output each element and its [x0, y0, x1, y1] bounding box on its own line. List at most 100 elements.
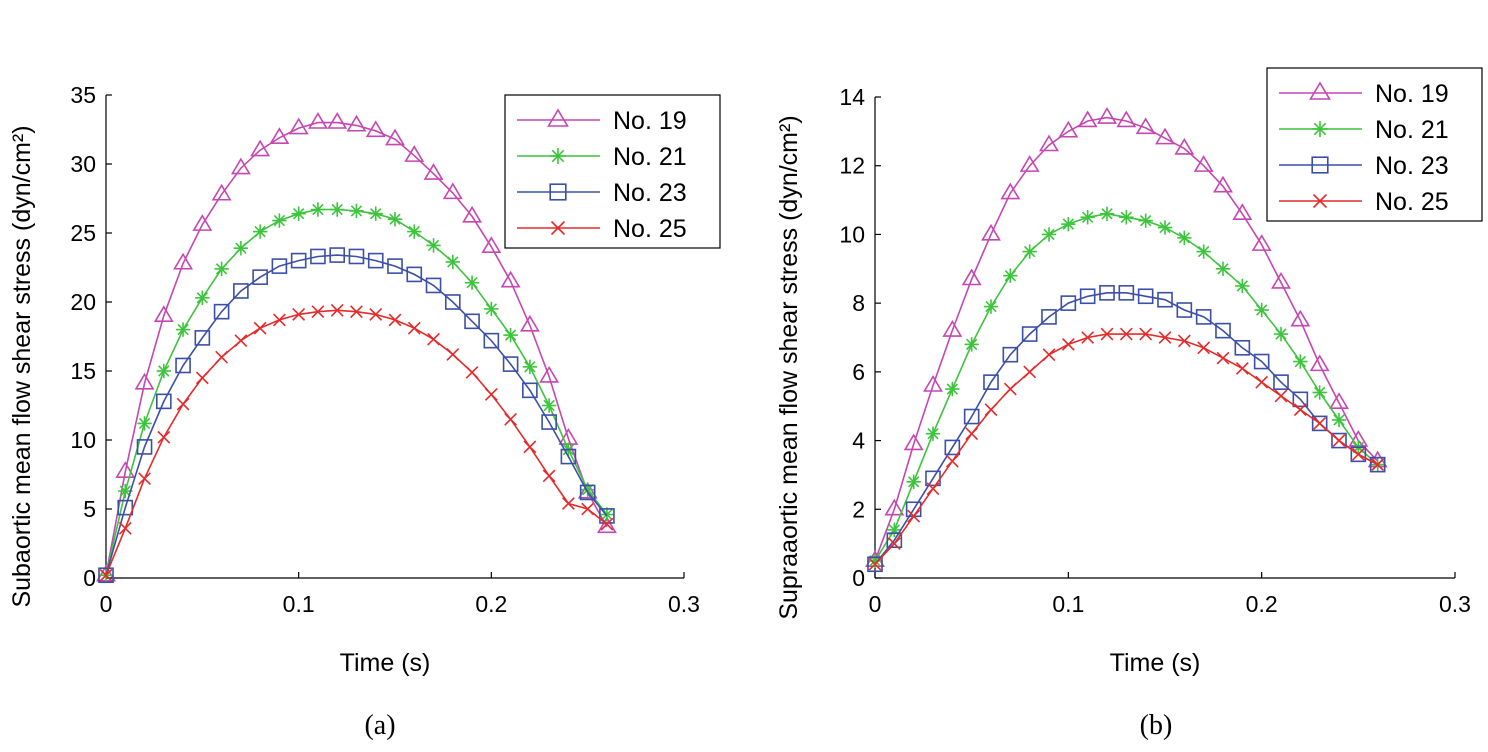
data-point [192, 214, 213, 231]
data-point [579, 484, 596, 501]
marker-x [1312, 193, 1328, 209]
data-point [926, 482, 940, 496]
data-point [1293, 403, 1307, 417]
data-point [1138, 213, 1153, 228]
data-point [1061, 216, 1076, 232]
data-point [1213, 175, 1233, 193]
data-point [523, 440, 537, 454]
data-point [465, 365, 479, 379]
data-point [906, 474, 921, 489]
data-point [1253, 353, 1270, 370]
data-point [1061, 337, 1075, 351]
data-point [368, 206, 383, 221]
legend-item: No. 23 [1279, 152, 1449, 180]
y-tick-label: 0 [83, 565, 96, 591]
legend-label: No. 25 [1375, 188, 1449, 216]
data-point [1019, 155, 1040, 172]
data-point [1118, 285, 1135, 301]
data-point [1100, 327, 1114, 341]
data-point [211, 183, 232, 201]
data-point [944, 439, 961, 456]
legend-item: No. 19 [517, 107, 687, 135]
data-point [329, 247, 346, 263]
data-point [963, 408, 980, 425]
data-point [884, 498, 905, 516]
x-tick-label: 0.2 [475, 591, 507, 617]
data-point [1369, 456, 1386, 473]
data-point [1174, 137, 1195, 155]
data-point [600, 517, 614, 531]
data-point [596, 516, 617, 534]
series-no-25 [868, 327, 1385, 571]
legend-label: No. 19 [613, 107, 687, 135]
data-point [1080, 210, 1095, 225]
data-point [176, 397, 190, 411]
data-point [464, 275, 480, 290]
y-tick-label: 12 [839, 153, 865, 179]
y-tick-label: 5 [83, 496, 96, 522]
legend-item: No. 21 [1279, 116, 1449, 144]
legend-label: No. 21 [1375, 116, 1449, 144]
data-point [310, 248, 326, 265]
data-point [1232, 203, 1253, 221]
data-point [1312, 385, 1327, 400]
data-point [230, 157, 251, 175]
data-point [942, 320, 963, 337]
series-no-25 [99, 303, 614, 582]
data-point [407, 224, 422, 239]
data-point [349, 203, 364, 219]
data-point [1081, 331, 1095, 344]
data-point [388, 313, 402, 327]
data-point [519, 314, 540, 332]
data-point [522, 382, 538, 399]
legend-item: No. 21 [517, 143, 687, 171]
data-point [1077, 110, 1098, 128]
data-point [1157, 291, 1173, 308]
legend-label: No. 23 [1375, 152, 1449, 180]
data-point [923, 375, 943, 392]
data-point [253, 321, 267, 335]
x-tick-label: 0.3 [1439, 591, 1471, 617]
data-point [1332, 434, 1346, 447]
legend-item: No. 23 [517, 179, 687, 207]
legend-item: No. 19 [1279, 80, 1449, 108]
data-point [330, 202, 345, 217]
data-point [292, 308, 306, 321]
data-point [1022, 244, 1037, 259]
data-point [925, 426, 941, 441]
data-point [1193, 155, 1214, 172]
marker-triangle [547, 108, 569, 127]
data-point [290, 252, 307, 269]
data-point [1099, 285, 1115, 301]
data-point [214, 261, 229, 277]
data-point [945, 454, 959, 468]
data-point [1371, 458, 1385, 472]
data-point [387, 212, 403, 227]
data-point [1271, 271, 1291, 289]
data-point [504, 412, 518, 426]
data-point [157, 430, 171, 444]
data-point [887, 537, 901, 551]
data-point [330, 303, 344, 317]
x-axis-label: Time (s) [1110, 649, 1201, 677]
y-tick-label: 6 [852, 359, 865, 385]
data-point [868, 557, 882, 571]
data-point [269, 127, 290, 144]
data-point [136, 439, 153, 455]
data-point [483, 332, 500, 349]
data-point [1311, 415, 1328, 432]
data-point [234, 334, 248, 348]
data-point [385, 128, 405, 146]
data-point [1023, 365, 1037, 379]
data-point [1331, 412, 1347, 428]
marker-square [1311, 156, 1329, 174]
series-line [105, 254, 608, 576]
y-tick-label: 10 [839, 221, 865, 247]
data-point [406, 266, 423, 283]
marker-asterisk [550, 148, 566, 164]
series-line [874, 116, 1379, 562]
data-point [542, 469, 556, 483]
data-point [1119, 210, 1134, 225]
series-no-21 [867, 206, 1385, 569]
